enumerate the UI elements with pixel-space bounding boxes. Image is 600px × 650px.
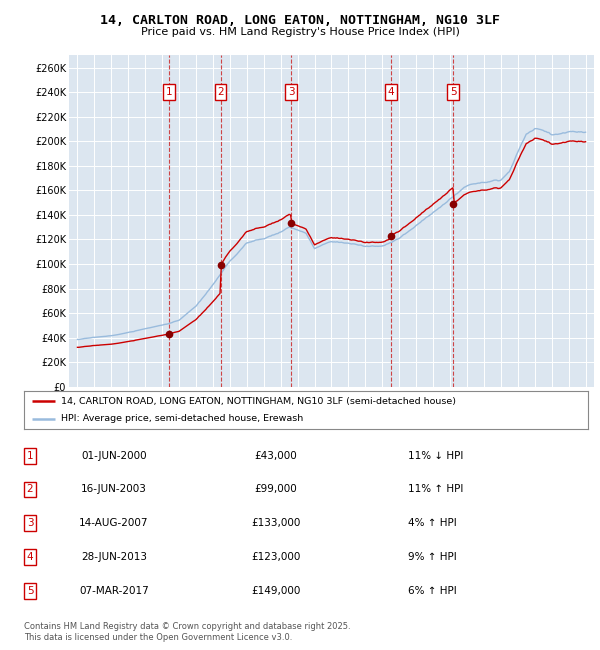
Text: 4% ↑ HPI: 4% ↑ HPI <box>408 518 457 528</box>
Text: 5: 5 <box>450 87 457 97</box>
Text: 1: 1 <box>166 87 173 97</box>
Text: £149,000: £149,000 <box>251 586 301 596</box>
Text: 4: 4 <box>387 87 394 97</box>
Text: £99,000: £99,000 <box>254 484 298 495</box>
Text: £123,000: £123,000 <box>251 552 301 562</box>
Text: Contains HM Land Registry data © Crown copyright and database right 2025.
This d: Contains HM Land Registry data © Crown c… <box>24 622 350 642</box>
Text: 28-JUN-2013: 28-JUN-2013 <box>81 552 147 562</box>
Text: 3: 3 <box>288 87 295 97</box>
Text: 2: 2 <box>217 87 224 97</box>
Text: 1: 1 <box>26 450 34 461</box>
Text: 3: 3 <box>26 518 34 528</box>
Text: 11% ↓ HPI: 11% ↓ HPI <box>408 450 463 461</box>
Text: 01-JUN-2000: 01-JUN-2000 <box>81 450 147 461</box>
Text: 9% ↑ HPI: 9% ↑ HPI <box>408 552 457 562</box>
Text: 07-MAR-2017: 07-MAR-2017 <box>79 586 149 596</box>
Text: 5: 5 <box>26 586 34 596</box>
Text: 11% ↑ HPI: 11% ↑ HPI <box>408 484 463 495</box>
Text: HPI: Average price, semi-detached house, Erewash: HPI: Average price, semi-detached house,… <box>61 414 303 423</box>
Text: 14-AUG-2007: 14-AUG-2007 <box>79 518 149 528</box>
Text: 6% ↑ HPI: 6% ↑ HPI <box>408 586 457 596</box>
Text: 14, CARLTON ROAD, LONG EATON, NOTTINGHAM, NG10 3LF: 14, CARLTON ROAD, LONG EATON, NOTTINGHAM… <box>100 14 500 27</box>
Text: 16-JUN-2003: 16-JUN-2003 <box>81 484 147 495</box>
Text: 14, CARLTON ROAD, LONG EATON, NOTTINGHAM, NG10 3LF (semi-detached house): 14, CARLTON ROAD, LONG EATON, NOTTINGHAM… <box>61 397 455 406</box>
Text: 2: 2 <box>26 484 34 495</box>
Text: Price paid vs. HM Land Registry's House Price Index (HPI): Price paid vs. HM Land Registry's House … <box>140 27 460 37</box>
Text: 4: 4 <box>26 552 34 562</box>
Text: £43,000: £43,000 <box>254 450 298 461</box>
Text: £133,000: £133,000 <box>251 518 301 528</box>
